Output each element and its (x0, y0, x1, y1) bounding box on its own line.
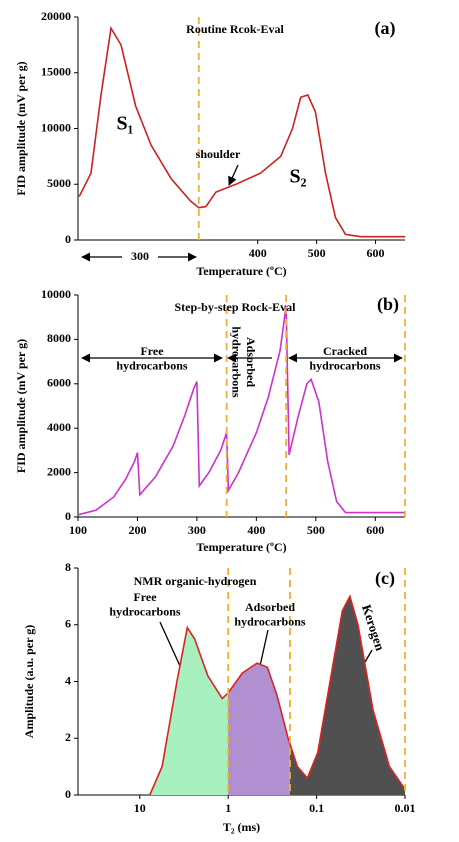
line (149, 594, 406, 796)
line (78, 25, 405, 238)
x-tick-label: 600 (366, 523, 384, 537)
x-tick-label: 1 (225, 801, 231, 815)
x-tick-label: 300 (188, 523, 206, 537)
panel-title: Step-by-step Rock-Eval (174, 300, 296, 314)
y-tick-label: 4000 (47, 420, 71, 434)
annotation: Free hydrocarbons (109, 590, 180, 618)
annotation-line: hydrocarbons (309, 358, 380, 372)
y-tick-label: 20000 (41, 9, 71, 23)
x-axis-label: Temperature (ºC) (196, 540, 286, 554)
y-tick-label: 10000 (41, 287, 71, 301)
y-tick-label: 0 (65, 232, 71, 246)
annotation: 300 (131, 249, 149, 263)
panel-title: NMR organic-hydrogen (134, 574, 257, 588)
y-tick-label: 4 (65, 673, 71, 687)
x-tick-label: 200 (128, 523, 146, 537)
x-axis-label: Temperature (ºC) (196, 264, 286, 278)
y-tick-label: 10000 (41, 120, 71, 134)
x-tick-label: 400 (247, 523, 265, 537)
x-tick-label: 100 (69, 523, 87, 537)
annotation-line: Free (140, 344, 164, 358)
annotation-line: hydrocarbons (116, 358, 187, 372)
annotation-line: hydrocarbons (234, 614, 305, 628)
annotation-line: Adsorbed (245, 600, 295, 614)
annotation-line: Free (133, 590, 157, 604)
y-tick-label: 0 (65, 509, 71, 523)
annotation-line: hydrocarbons (230, 326, 244, 397)
x-axis-label: T₂ (ms) (223, 820, 260, 834)
annotation: S₁ (116, 113, 133, 135)
annotation-line: hydrocarbons (109, 604, 180, 618)
annotation: Cracked hydrocarbons (309, 344, 380, 372)
y-tick-label: 2000 (47, 464, 71, 478)
panel-label: (b) (377, 294, 399, 315)
line (77, 305, 405, 516)
y-axis-label: FID amplitude (mV per g) (14, 61, 28, 195)
x-tick-label: 500 (308, 246, 326, 260)
x-tick-label: 10 (134, 801, 146, 815)
y-tick-label: 6000 (47, 376, 71, 390)
panel-label: (a) (375, 18, 396, 39)
y-tick-label: 5000 (47, 176, 71, 190)
x-tick-label: 0.1 (309, 801, 324, 815)
x-tick-label: 400 (249, 246, 267, 260)
annotation: Free hydrocarbons (116, 344, 187, 372)
annotation-line: Adsorbed (244, 337, 258, 387)
panel-title: Routine Rcok-Eval (186, 22, 284, 36)
y-axis-label: FID amplitude (mV per g) (14, 339, 28, 473)
y-axis-label: Amplitude (a.u. per g) (22, 625, 36, 738)
panel-label: (c) (375, 568, 395, 589)
x-tick-label: 600 (367, 246, 385, 260)
y-tick-label: 8 (65, 560, 71, 574)
area (149, 596, 405, 795)
label-bg (124, 249, 156, 265)
x-tick-label: 0.01 (395, 801, 416, 815)
annotation-line: Cracked (323, 344, 367, 358)
y-tick-label: 2 (65, 730, 71, 744)
y-tick-label: 0 (65, 787, 71, 801)
annotation: shoulder (196, 147, 241, 161)
y-tick-label: 6 (65, 617, 71, 631)
annotation: Adsorbedhydrocarbons (230, 326, 258, 397)
y-tick-label: 8000 (47, 331, 71, 345)
annotation: Kerogen (359, 603, 388, 653)
annotation: S₂ (289, 166, 306, 188)
x-tick-label: 500 (307, 523, 325, 537)
y-tick-label: 15000 (41, 65, 71, 79)
